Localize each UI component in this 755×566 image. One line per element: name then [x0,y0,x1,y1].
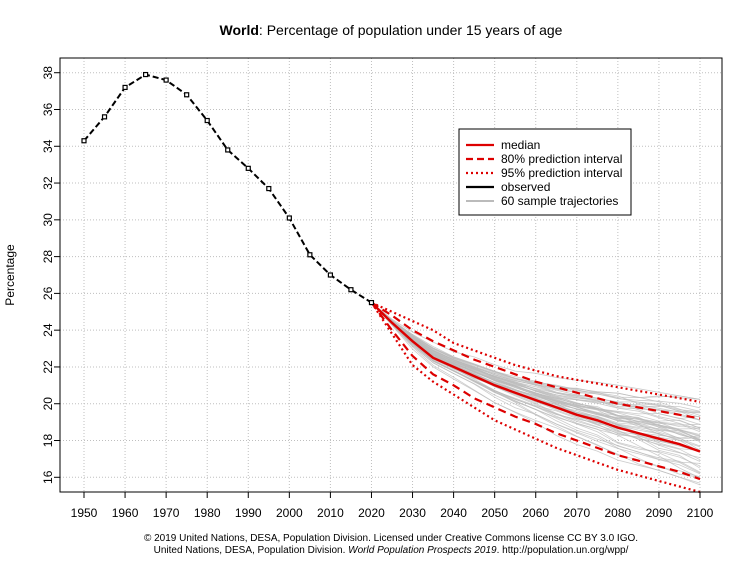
x-tick-label: 1990 [235,506,262,520]
plot-frame [59,57,723,493]
x-tick-label: 2090 [646,506,673,520]
trajectory-line [371,302,701,451]
y-tick-label: 32 [41,176,55,190]
x-tick-label: 1960 [112,506,139,520]
observed-point [163,77,169,83]
y-axis-label: Percentage [3,244,17,306]
observed-point [184,92,190,98]
observed-point [225,147,231,153]
observed-point [143,71,149,78]
grid [60,58,722,492]
trajectory-line [371,302,701,441]
trajectory-line [371,302,701,475]
chart-title-rest: : Percentage of population under 15 year… [259,22,563,38]
y-tick-label: 36 [41,102,55,116]
observed-point [327,272,333,278]
footer-line-2-prefix: United Nations, DESA, Population Divisio… [154,545,349,556]
y-tick-label: 28 [41,250,55,264]
y-tick-label: 22 [41,360,55,374]
observed-point [307,252,313,258]
y-tick-label: 24 [41,323,55,337]
trajectory-line [371,302,701,421]
observed-point [286,215,292,221]
observed-point [266,185,272,192]
x-tick-label: 2040 [440,506,467,520]
y-tick-label: 38 [41,66,55,80]
legend-label-median: median [501,138,540,152]
observed-line [83,73,373,304]
x-tick-label: 2100 [687,506,714,520]
trajectory-line [371,302,701,418]
legend-label-pi95: 95% prediction interval [501,166,622,180]
trajectory-line [371,302,701,484]
footer-line-2: United Nations, DESA, Population Divisio… [154,545,629,556]
chart-title: World: Percentage of population under 15… [220,22,563,38]
observed-point [122,84,128,91]
y-tick-label: 26 [41,286,55,300]
y-tick-label: 30 [41,213,55,227]
legend-label-trajectories: 60 sample trajectories [501,194,618,208]
pi95-lower-line [370,301,701,494]
legend-label-pi80: 80% prediction interval [501,152,622,166]
y-tick-label: 16 [41,470,55,484]
x-tick-label: 1980 [194,506,221,520]
axes: 1950 1960 1970 1980 1990 2000 2010 2020 2030 2040… [41,66,714,520]
x-tick-label: 2020 [358,506,385,520]
x-tick-label: 2050 [481,506,508,520]
x-tick-label: 1950 [71,506,98,520]
median-line [370,301,701,453]
observed-point [101,114,108,120]
chart-title-bold: World [220,22,259,38]
observed-point [368,299,375,306]
y-tick-label: 34 [41,139,55,153]
observed-point [81,138,87,144]
trajectory-line [371,302,701,442]
observed-point [348,287,354,293]
x-tick-label: 2070 [563,506,590,520]
x-tick-label: 1970 [153,506,180,520]
y-tick-label: 20 [41,397,55,411]
x-tick-label: 2030 [399,506,426,520]
observed-point [204,117,210,124]
trajectory-line [371,302,701,440]
footer-line-2-suffix: . http://population.un.org/wpp/ [497,545,629,556]
y-tick-label: 18 [41,434,55,448]
pi80-upper-line [370,301,701,420]
footer-line-2-italic: World Population Prospects 2019 [348,545,497,556]
trajectory-line [371,302,701,486]
footer-line-1: © 2019 United Nations, DESA, Population … [144,533,638,544]
series [81,71,701,494]
legend-label-observed: observed [501,180,550,194]
pi95-upper-line [371,301,701,403]
x-tick-label: 2000 [276,506,303,520]
x-tick-label: 2060 [522,506,549,520]
pi80-lower-line [370,301,701,481]
observed-point [245,165,251,171]
x-tick-label: 2010 [317,506,344,520]
x-tick-label: 2080 [605,506,632,520]
